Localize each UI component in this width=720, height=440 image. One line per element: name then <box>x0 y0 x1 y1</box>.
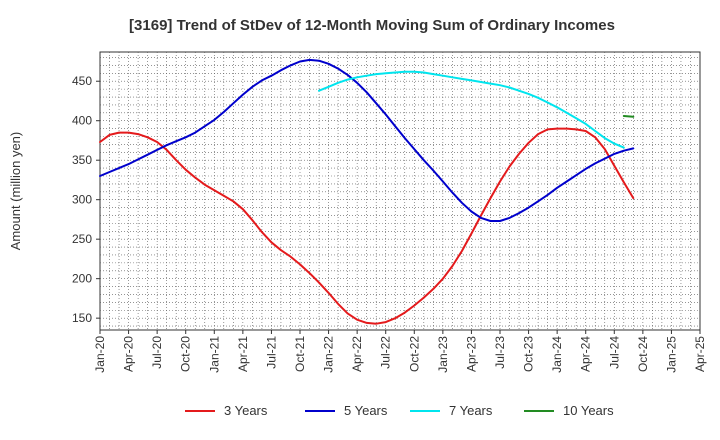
y-tick-label: 400 <box>72 114 92 128</box>
x-tick-label: Jul-22 <box>379 336 393 369</box>
x-tick-label: Jan-24 <box>550 336 564 373</box>
x-tick-label: Apr-24 <box>579 336 593 372</box>
legend-label: 3 Years <box>224 403 268 418</box>
x-tick-label: Oct-24 <box>636 336 650 372</box>
x-tick-label: Apr-21 <box>236 336 250 372</box>
legend-label: 5 Years <box>344 403 388 418</box>
y-tick-label: 300 <box>72 193 92 207</box>
x-tick-label: Jan-21 <box>207 336 221 373</box>
series-line-10-years <box>622 115 635 118</box>
y-axis-label: Amount (million yen) <box>8 132 23 251</box>
y-tick-label: 450 <box>72 74 92 88</box>
x-tick-label: Oct-21 <box>293 336 307 372</box>
x-tick-label: Jan-20 <box>93 336 107 373</box>
chart-title: [3169] Trend of StDev of 12-Month Moving… <box>129 17 615 34</box>
x-tick-label: Jan-22 <box>322 336 336 373</box>
series-line-3-years <box>99 127 635 325</box>
x-tick-label: Apr-20 <box>122 336 136 372</box>
y-tick-label: 350 <box>72 153 92 167</box>
x-tick-label: Oct-22 <box>407 336 421 372</box>
x-tick-label: Oct-20 <box>179 336 193 372</box>
series-line-7-years <box>318 70 625 149</box>
grid <box>100 52 700 330</box>
legend-label: 10 Years <box>563 403 614 418</box>
series-line-5-years <box>99 58 635 222</box>
x-tick-label: Jul-23 <box>493 336 507 369</box>
x-tick-label: Jan-23 <box>436 336 450 373</box>
y-tick-label: 250 <box>72 232 92 246</box>
x-tick-label: Apr-25 <box>693 336 707 372</box>
y-tick-label: 200 <box>72 272 92 286</box>
x-tick-label: Apr-22 <box>350 336 364 372</box>
x-tick-label: Jul-21 <box>264 336 278 369</box>
x-tick-label: Jan-25 <box>664 336 678 373</box>
x-tick-label: Apr-23 <box>464 336 478 372</box>
axes: 150 200 250 300 350 400 450 Jan-20 Apr-20 Jul-20 O… <box>72 74 707 372</box>
legend: 3 Years 5 Years 7 Years 10 Years <box>185 403 614 418</box>
series-lines <box>99 58 635 325</box>
plot-area <box>99 51 701 331</box>
legend-label: 7 Years <box>449 403 493 418</box>
x-tick-label: Jul-24 <box>607 336 621 369</box>
x-tick-label: Oct-23 <box>522 336 536 372</box>
x-tick-label: Jul-20 <box>150 336 164 369</box>
y-tick-label: 150 <box>72 311 92 325</box>
